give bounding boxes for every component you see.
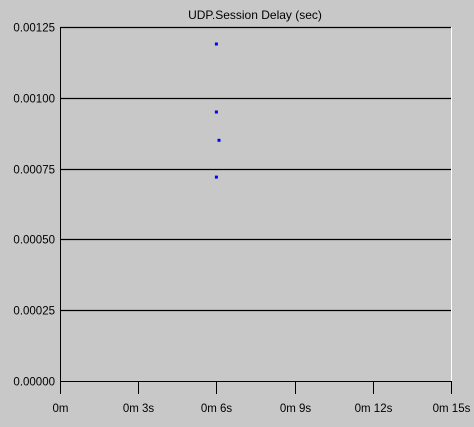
y-tick-label: 0.00050 [13,235,55,247]
y-tick-label: 0.00000 [13,377,55,389]
x-tick-label: 0m 3s [123,403,155,415]
data-point [214,175,218,179]
x-tick-label: 0m 9s [280,403,312,415]
chart-title: UDP.Session Delay (sec) [188,8,322,22]
x-tick-label: 0m 15s [433,403,471,415]
y-tick-label: 0.00125 [13,23,55,35]
data-point [214,42,218,46]
x-tick-label: 0m 12s [355,403,393,415]
grid-lines [60,26,451,312]
data-points [214,42,221,179]
axes [60,27,452,394]
tick-labels: 0.00000 0.00025 0.00050 0.00075 0.00100 0.001… [13,23,470,416]
y-tick-label: 0.00075 [13,165,55,177]
data-point [214,110,218,114]
x-tick-label: 0m [53,403,69,415]
y-tick-label: 0.00100 [13,94,55,106]
data-point [217,138,221,142]
x-tick-label: 0m 6s [201,403,233,415]
y-tick-label: 0.00025 [13,306,55,318]
